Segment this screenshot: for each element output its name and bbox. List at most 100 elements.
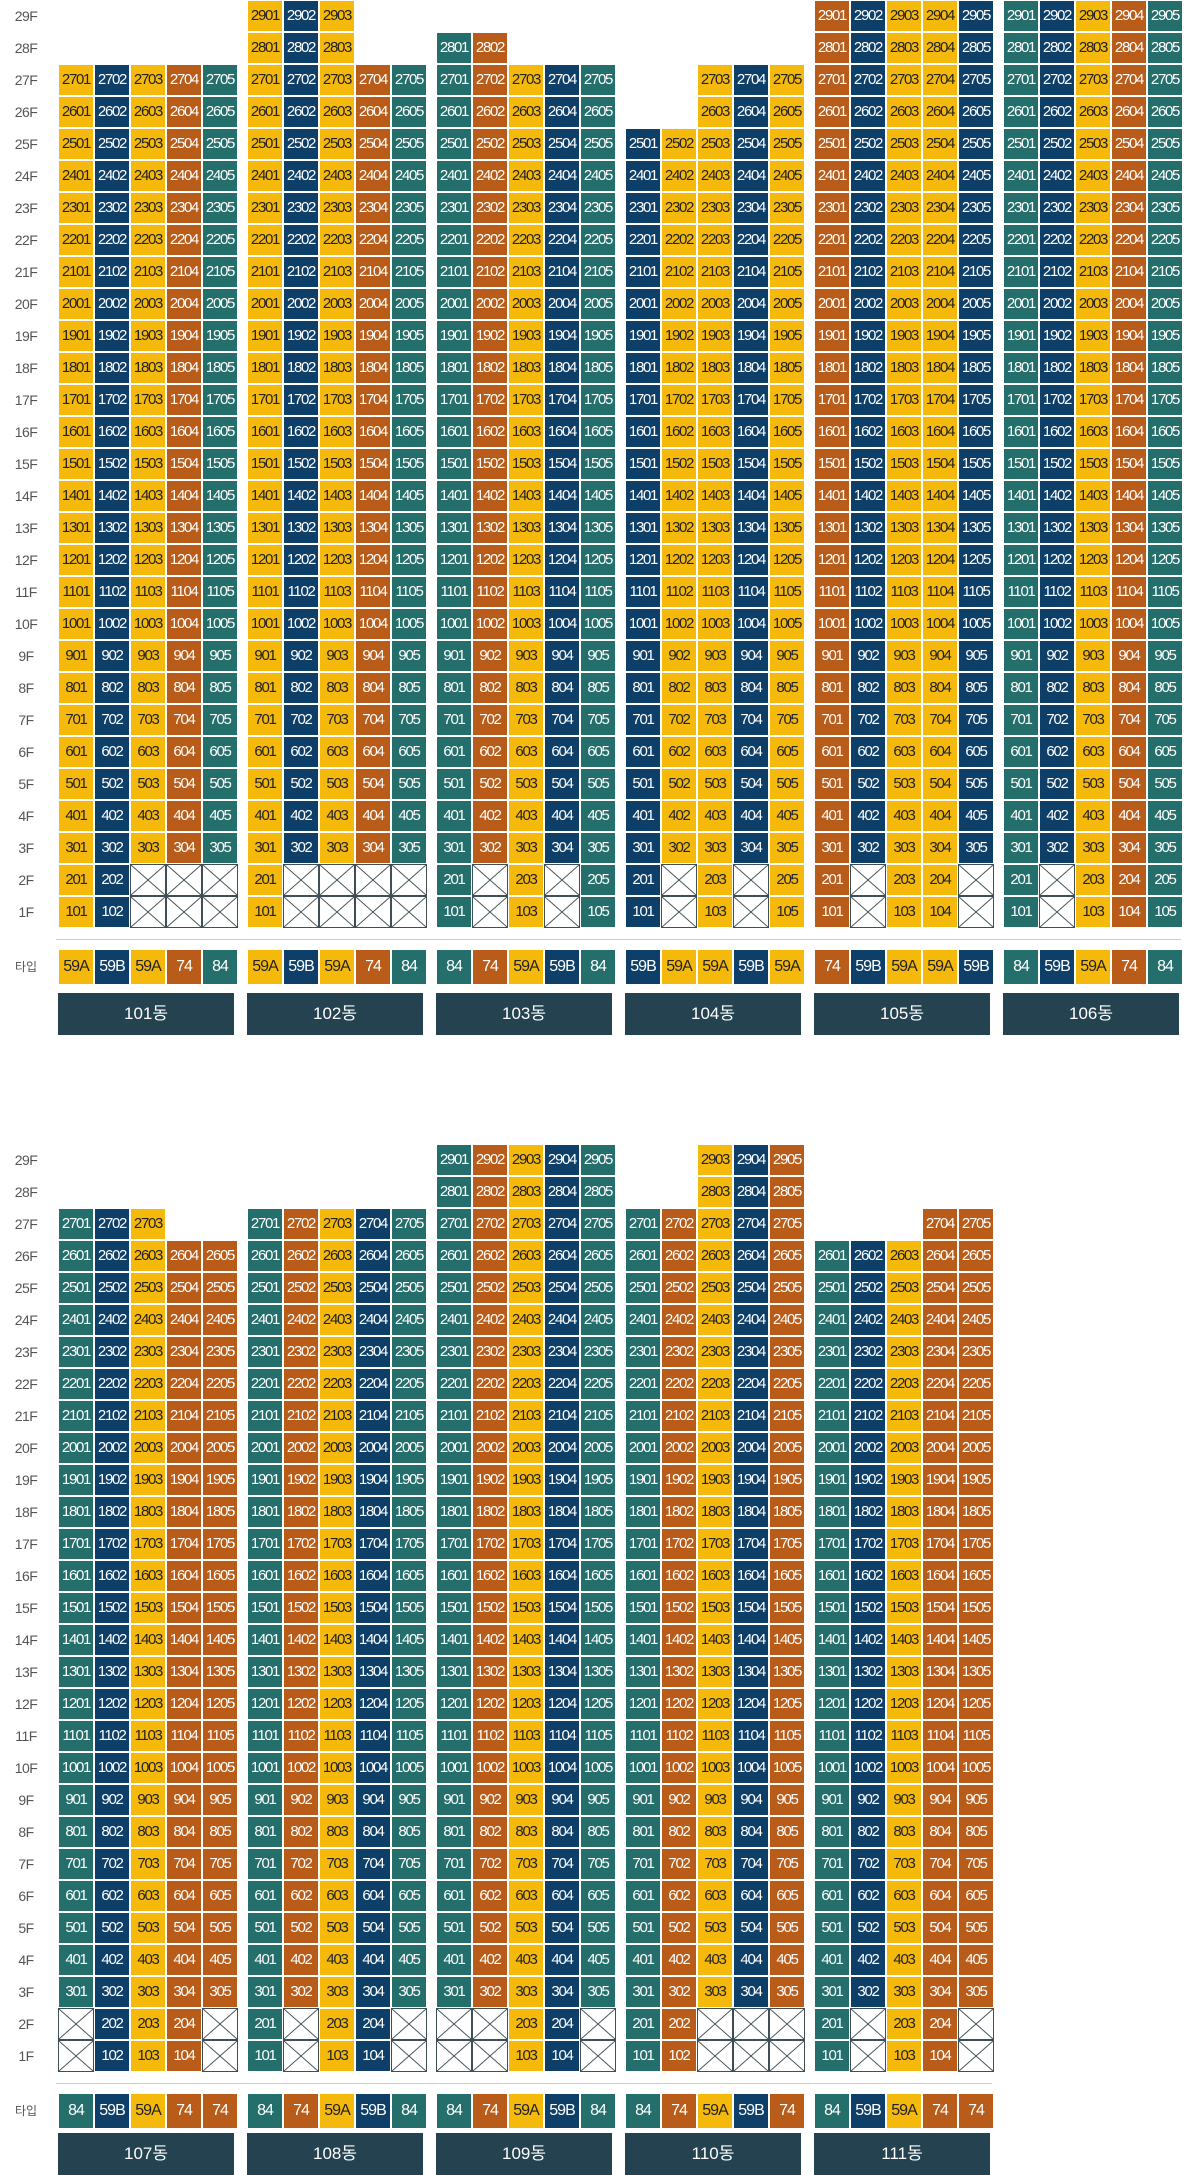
unit-cell[interactable]: 1604 <box>166 1560 202 1592</box>
unit-cell[interactable]: 2601 <box>436 1240 472 1272</box>
unit-cell[interactable]: 2103 <box>508 1400 544 1432</box>
unit-cell[interactable]: 101 <box>625 896 661 928</box>
unit-cell[interactable]: 2001 <box>625 1432 661 1464</box>
unit-cell[interactable]: 904 <box>166 640 202 672</box>
unit-cell[interactable]: 2905 <box>580 1144 616 1176</box>
unit-cell[interactable]: 401 <box>247 1944 283 1976</box>
unit-cell[interactable]: 505 <box>769 768 805 800</box>
unit-cell[interactable]: 1703 <box>886 1528 922 1560</box>
unit-cell[interactable]: 2505 <box>958 1272 994 1304</box>
unit-cell[interactable]: 1801 <box>247 352 283 384</box>
unit-cell[interactable]: 302 <box>94 832 130 864</box>
unit-cell[interactable]: 1202 <box>850 1688 886 1720</box>
unit-cell[interactable]: 901 <box>814 640 850 672</box>
unit-cell[interactable]: 1803 <box>130 352 166 384</box>
unit-cell[interactable]: 2303 <box>130 1336 166 1368</box>
unit-cell[interactable]: 2002 <box>94 288 130 320</box>
unit-cell[interactable]: 803 <box>697 672 733 704</box>
unit-cell[interactable]: 304 <box>355 832 391 864</box>
unit-cell[interactable]: 1303 <box>130 1656 166 1688</box>
unit-cell[interactable]: 1301 <box>814 1656 850 1688</box>
unit-cell[interactable]: 305 <box>202 1976 238 2008</box>
unit-cell[interactable]: 1804 <box>544 1496 580 1528</box>
unit-cell[interactable]: 1605 <box>1147 416 1183 448</box>
unit-cell[interactable]: 2604 <box>355 96 391 128</box>
unit-cell[interactable]: 2503 <box>697 1272 733 1304</box>
unit-cell[interactable]: 1802 <box>283 352 319 384</box>
unit-cell[interactable]: 1503 <box>130 448 166 480</box>
unit-cell[interactable]: 1002 <box>94 1752 130 1784</box>
unit-cell[interactable]: 503 <box>319 1912 355 1944</box>
unit-cell[interactable]: 2005 <box>958 1432 994 1464</box>
unit-cell[interactable]: 501 <box>814 768 850 800</box>
unit-cell[interactable]: 1103 <box>319 576 355 608</box>
unit-cell[interactable]: 2804 <box>733 1176 769 1208</box>
unit-cell[interactable]: 2005 <box>391 1432 427 1464</box>
unit-cell[interactable]: 1601 <box>814 416 850 448</box>
unit-cell[interactable]: 401 <box>58 800 94 832</box>
unit-cell[interactable]: 305 <box>769 832 805 864</box>
unit-cell[interactable]: 2204 <box>544 1368 580 1400</box>
unit-cell[interactable]: 2905 <box>958 0 994 32</box>
unit-cell[interactable]: 1203 <box>508 544 544 576</box>
unit-cell[interactable]: 1502 <box>850 448 886 480</box>
unit-cell[interactable]: 2402 <box>472 1304 508 1336</box>
unit-cell[interactable]: 1905 <box>769 1464 805 1496</box>
unit-cell[interactable]: 1001 <box>58 1752 94 1784</box>
unit-cell[interactable]: 201 <box>625 864 661 896</box>
unit-cell[interactable]: 1603 <box>697 416 733 448</box>
unit-cell[interactable]: 1903 <box>1075 320 1111 352</box>
unit-cell[interactable]: 2303 <box>130 192 166 224</box>
unit-cell[interactable]: 605 <box>769 736 805 768</box>
unit-cell[interactable]: 2205 <box>1147 224 1183 256</box>
unit-cell[interactable]: 1404 <box>544 480 580 512</box>
unit-cell[interactable]: 2601 <box>814 1240 850 1272</box>
unit-cell[interactable]: 1501 <box>58 448 94 480</box>
unit-cell[interactable]: 2302 <box>661 192 697 224</box>
unit-cell[interactable]: 1604 <box>544 416 580 448</box>
unit-cell[interactable]: 205 <box>1147 864 1183 896</box>
unit-cell[interactable]: 603 <box>697 1880 733 1912</box>
unit-cell[interactable]: 2704 <box>922 64 958 96</box>
unit-cell[interactable]: 2705 <box>202 64 238 96</box>
unit-cell[interactable]: 1204 <box>922 1688 958 1720</box>
unit-cell[interactable]: 2203 <box>697 224 733 256</box>
unit-cell[interactable]: 1501 <box>1003 448 1039 480</box>
unit-cell[interactable]: 1003 <box>508 1752 544 1784</box>
unit-cell[interactable]: 1003 <box>1075 608 1111 640</box>
unit-cell[interactable]: 702 <box>94 1848 130 1880</box>
unit-cell[interactable]: 1401 <box>625 480 661 512</box>
unit-cell[interactable]: 804 <box>922 1816 958 1848</box>
unit-cell[interactable]: 905 <box>958 1784 994 1816</box>
unit-cell[interactable]: 2402 <box>661 160 697 192</box>
unit-cell[interactable]: 703 <box>1075 704 1111 736</box>
unit-cell[interactable]: 603 <box>319 1880 355 1912</box>
unit-cell[interactable]: 901 <box>436 640 472 672</box>
unit-cell[interactable]: 1403 <box>886 480 922 512</box>
unit-cell[interactable]: 1005 <box>391 608 427 640</box>
unit-cell[interactable]: 1703 <box>886 384 922 416</box>
unit-cell[interactable]: 1903 <box>319 1464 355 1496</box>
unit-cell[interactable]: 1501 <box>247 1592 283 1624</box>
unit-cell[interactable]: 2605 <box>202 96 238 128</box>
unit-cell[interactable]: 803 <box>319 1816 355 1848</box>
unit-cell[interactable]: 1605 <box>958 1560 994 1592</box>
unit-cell[interactable]: 905 <box>580 1784 616 1816</box>
unit-cell[interactable]: 203 <box>1075 864 1111 896</box>
unit-cell[interactable]: 1702 <box>94 1528 130 1560</box>
unit-cell[interactable]: 2804 <box>922 32 958 64</box>
unit-cell[interactable]: 603 <box>130 736 166 768</box>
unit-cell[interactable]: 1703 <box>319 1528 355 1560</box>
unit-cell[interactable]: 2604 <box>922 1240 958 1272</box>
unit-cell[interactable]: 602 <box>1039 736 1075 768</box>
unit-cell[interactable]: 802 <box>472 1816 508 1848</box>
unit-cell[interactable]: 1803 <box>1075 352 1111 384</box>
unit-cell[interactable]: 2001 <box>58 288 94 320</box>
unit-cell[interactable]: 1501 <box>436 1592 472 1624</box>
unit-cell[interactable]: 1505 <box>391 448 427 480</box>
unit-cell[interactable]: 2901 <box>1003 0 1039 32</box>
unit-cell[interactable]: 1804 <box>922 352 958 384</box>
unit-cell[interactable]: 601 <box>814 1880 850 1912</box>
unit-cell[interactable]: 602 <box>661 736 697 768</box>
unit-cell[interactable]: 1303 <box>508 512 544 544</box>
